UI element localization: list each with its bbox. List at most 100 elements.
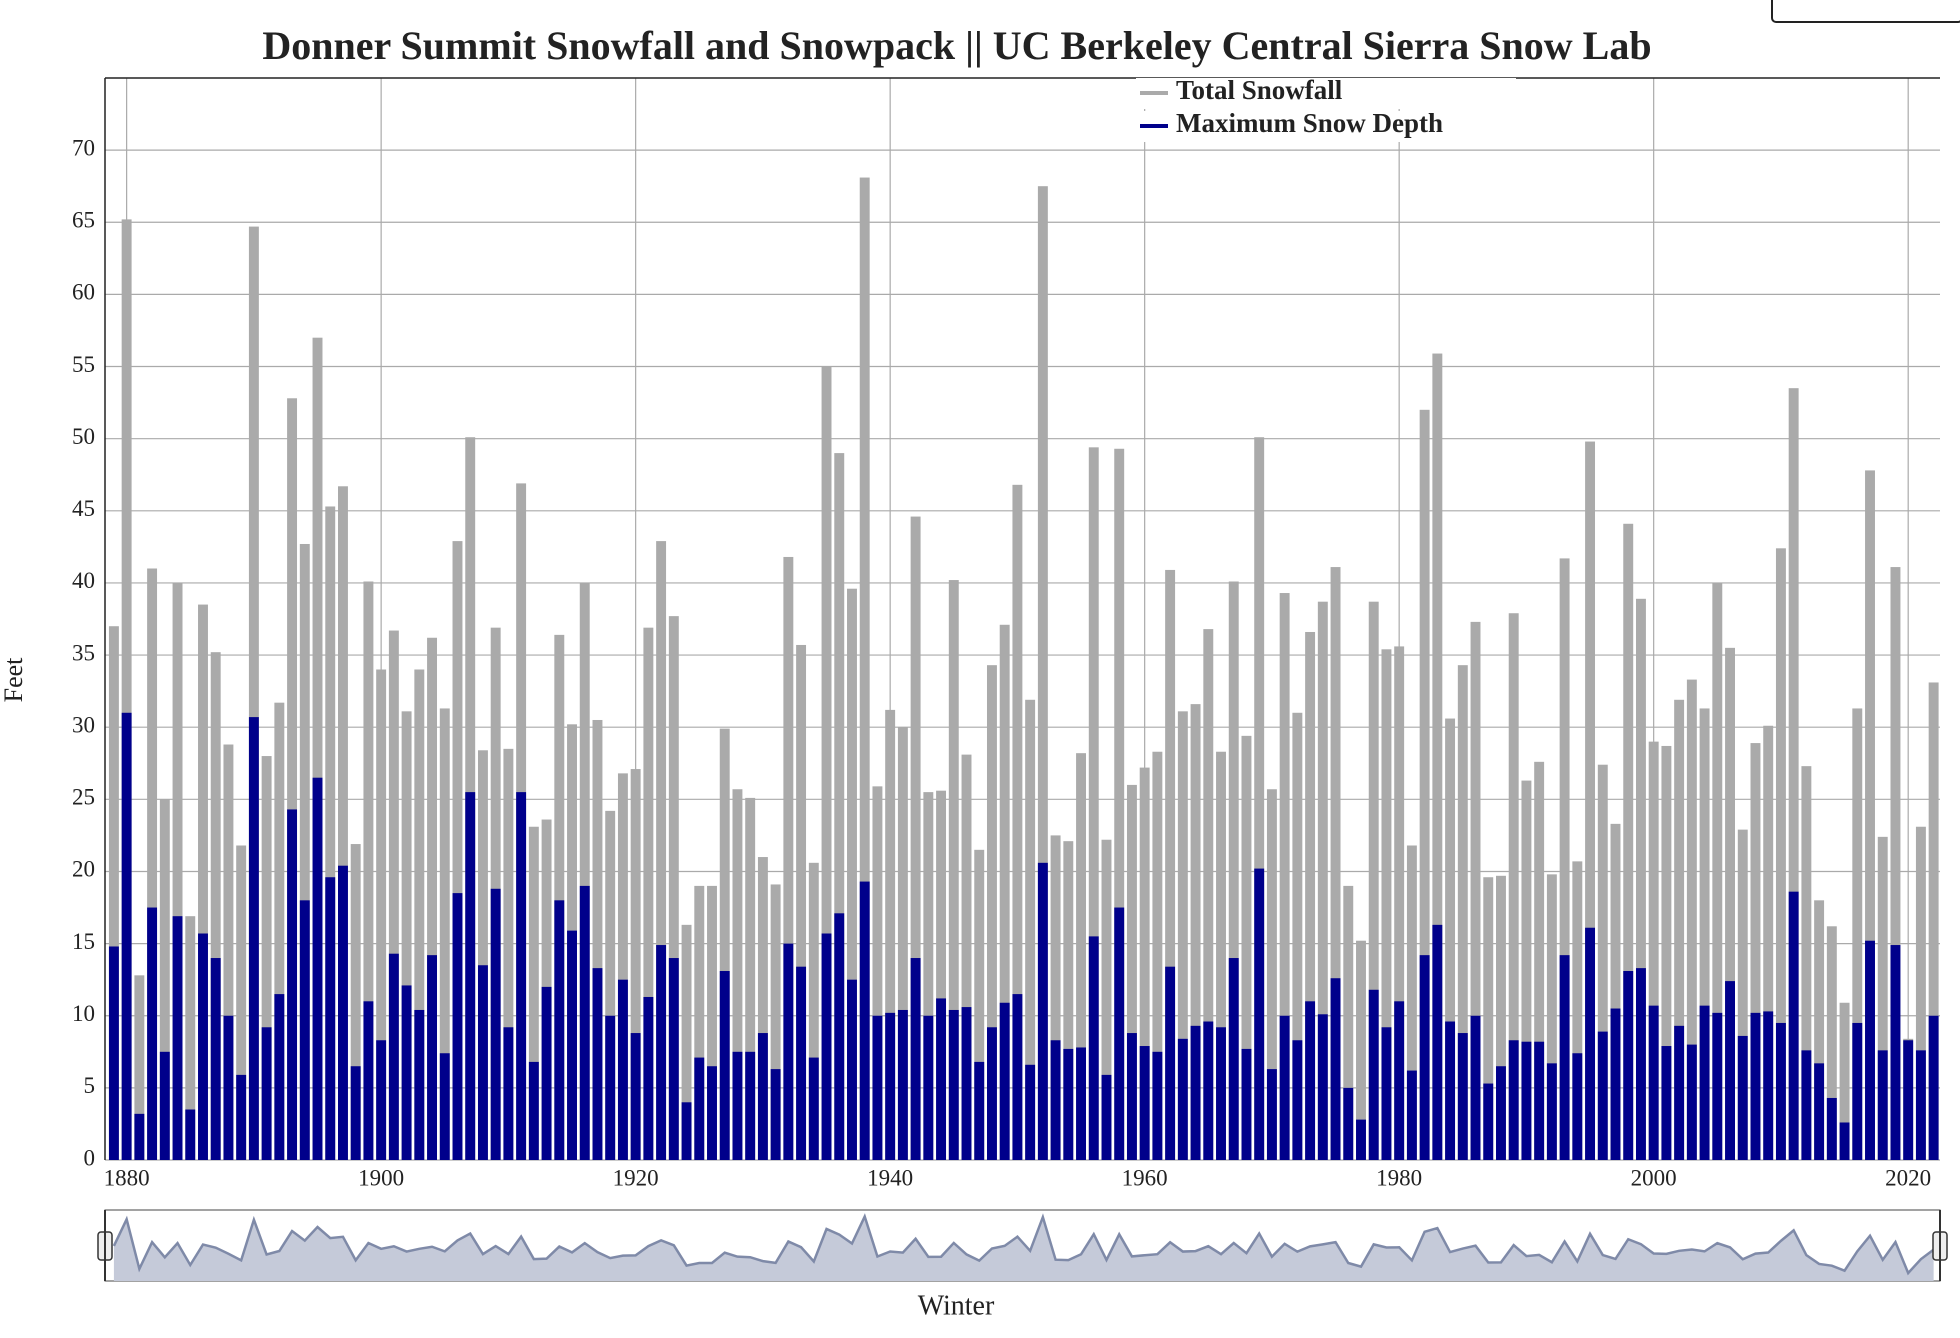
bar (1801, 1050, 1812, 1160)
toolbar-box[interactable] (1771, 0, 1960, 23)
bar (427, 955, 438, 1160)
bar (1610, 823, 1621, 1160)
bar (1114, 907, 1125, 1160)
bar (1559, 955, 1570, 1160)
bar (872, 786, 883, 1160)
bar (948, 1009, 959, 1160)
bar (668, 958, 679, 1160)
bar (1623, 523, 1634, 1160)
y-tick-label: 10 (72, 1001, 95, 1026)
x-tick-label: 1940 (867, 1165, 913, 1190)
bar (745, 1051, 756, 1160)
bar (1203, 629, 1214, 1160)
bar (414, 669, 425, 1160)
bar (338, 486, 348, 1160)
bar (1254, 868, 1265, 1160)
bar (974, 1061, 985, 1160)
bar (1241, 735, 1252, 1160)
bar (592, 968, 603, 1160)
bar (1088, 936, 1099, 1160)
bar (1063, 1048, 1074, 1160)
bar (159, 799, 170, 1160)
bar (1865, 470, 1875, 1160)
bar (1788, 388, 1799, 1160)
y-tick-label: 65 (72, 208, 95, 233)
bar (910, 958, 921, 1160)
bar (1088, 447, 1099, 1161)
bar (1635, 598, 1646, 1160)
bar (808, 1057, 819, 1160)
bar (1865, 940, 1875, 1160)
bar (1025, 699, 1036, 1160)
bar (707, 885, 717, 1160)
bar (147, 907, 158, 1160)
bar (1546, 1063, 1557, 1160)
bar (1381, 649, 1392, 1160)
bar (1661, 745, 1672, 1160)
bar (1419, 955, 1430, 1160)
bar (1534, 761, 1545, 1160)
bar (1814, 900, 1825, 1160)
bar (1928, 682, 1939, 1160)
bar (592, 719, 603, 1160)
bar (656, 945, 667, 1160)
range-area (113, 1216, 1934, 1281)
bar (1610, 1008, 1621, 1160)
bar (1076, 753, 1086, 1160)
bar (770, 884, 781, 1160)
bar (1406, 845, 1417, 1160)
bar (1266, 1069, 1277, 1160)
bar (694, 1057, 705, 1160)
bar (808, 862, 819, 1160)
bar (325, 877, 336, 1160)
bar (1737, 829, 1748, 1160)
y-tick-label: 40 (72, 568, 95, 593)
bar (414, 1009, 425, 1160)
bar (490, 888, 501, 1160)
bar (1203, 1021, 1214, 1160)
bar (312, 337, 323, 1160)
bar (1343, 885, 1354, 1160)
bar (261, 756, 272, 1160)
bar (999, 624, 1010, 1160)
bar (847, 588, 857, 1160)
bar (1648, 1005, 1659, 1160)
bar (936, 998, 947, 1160)
bar (210, 652, 221, 1160)
bar (1521, 780, 1532, 1160)
bar (974, 849, 985, 1160)
bar (1457, 1033, 1468, 1160)
bar (1585, 927, 1596, 1160)
bar (656, 541, 667, 1160)
bar (605, 810, 616, 1160)
bar (630, 1033, 641, 1160)
bar (1050, 835, 1061, 1160)
bar (1470, 1015, 1481, 1160)
bar (834, 453, 845, 1160)
bar (439, 1053, 450, 1160)
x-tick-label: 2000 (1631, 1165, 1677, 1190)
bar (1788, 891, 1799, 1160)
bar (185, 916, 196, 1160)
bar (1394, 646, 1405, 1160)
bar (554, 634, 565, 1160)
bar (223, 1015, 234, 1160)
bar (1381, 1027, 1392, 1160)
bar (1750, 1012, 1761, 1160)
bar (1037, 862, 1048, 1160)
bar (1839, 1002, 1850, 1160)
bar (1419, 409, 1430, 1160)
bar (172, 916, 183, 1160)
bar (1852, 1022, 1863, 1160)
bar (1445, 718, 1456, 1160)
bar (1648, 741, 1659, 1160)
bar (936, 790, 947, 1160)
y-tick-label: 55 (72, 352, 95, 377)
bar (1254, 437, 1265, 1160)
bar (312, 777, 323, 1160)
bar (1915, 1050, 1926, 1160)
bar (897, 1009, 908, 1160)
bar (1508, 1040, 1519, 1160)
bar (999, 1002, 1010, 1160)
bar (1597, 1031, 1608, 1160)
